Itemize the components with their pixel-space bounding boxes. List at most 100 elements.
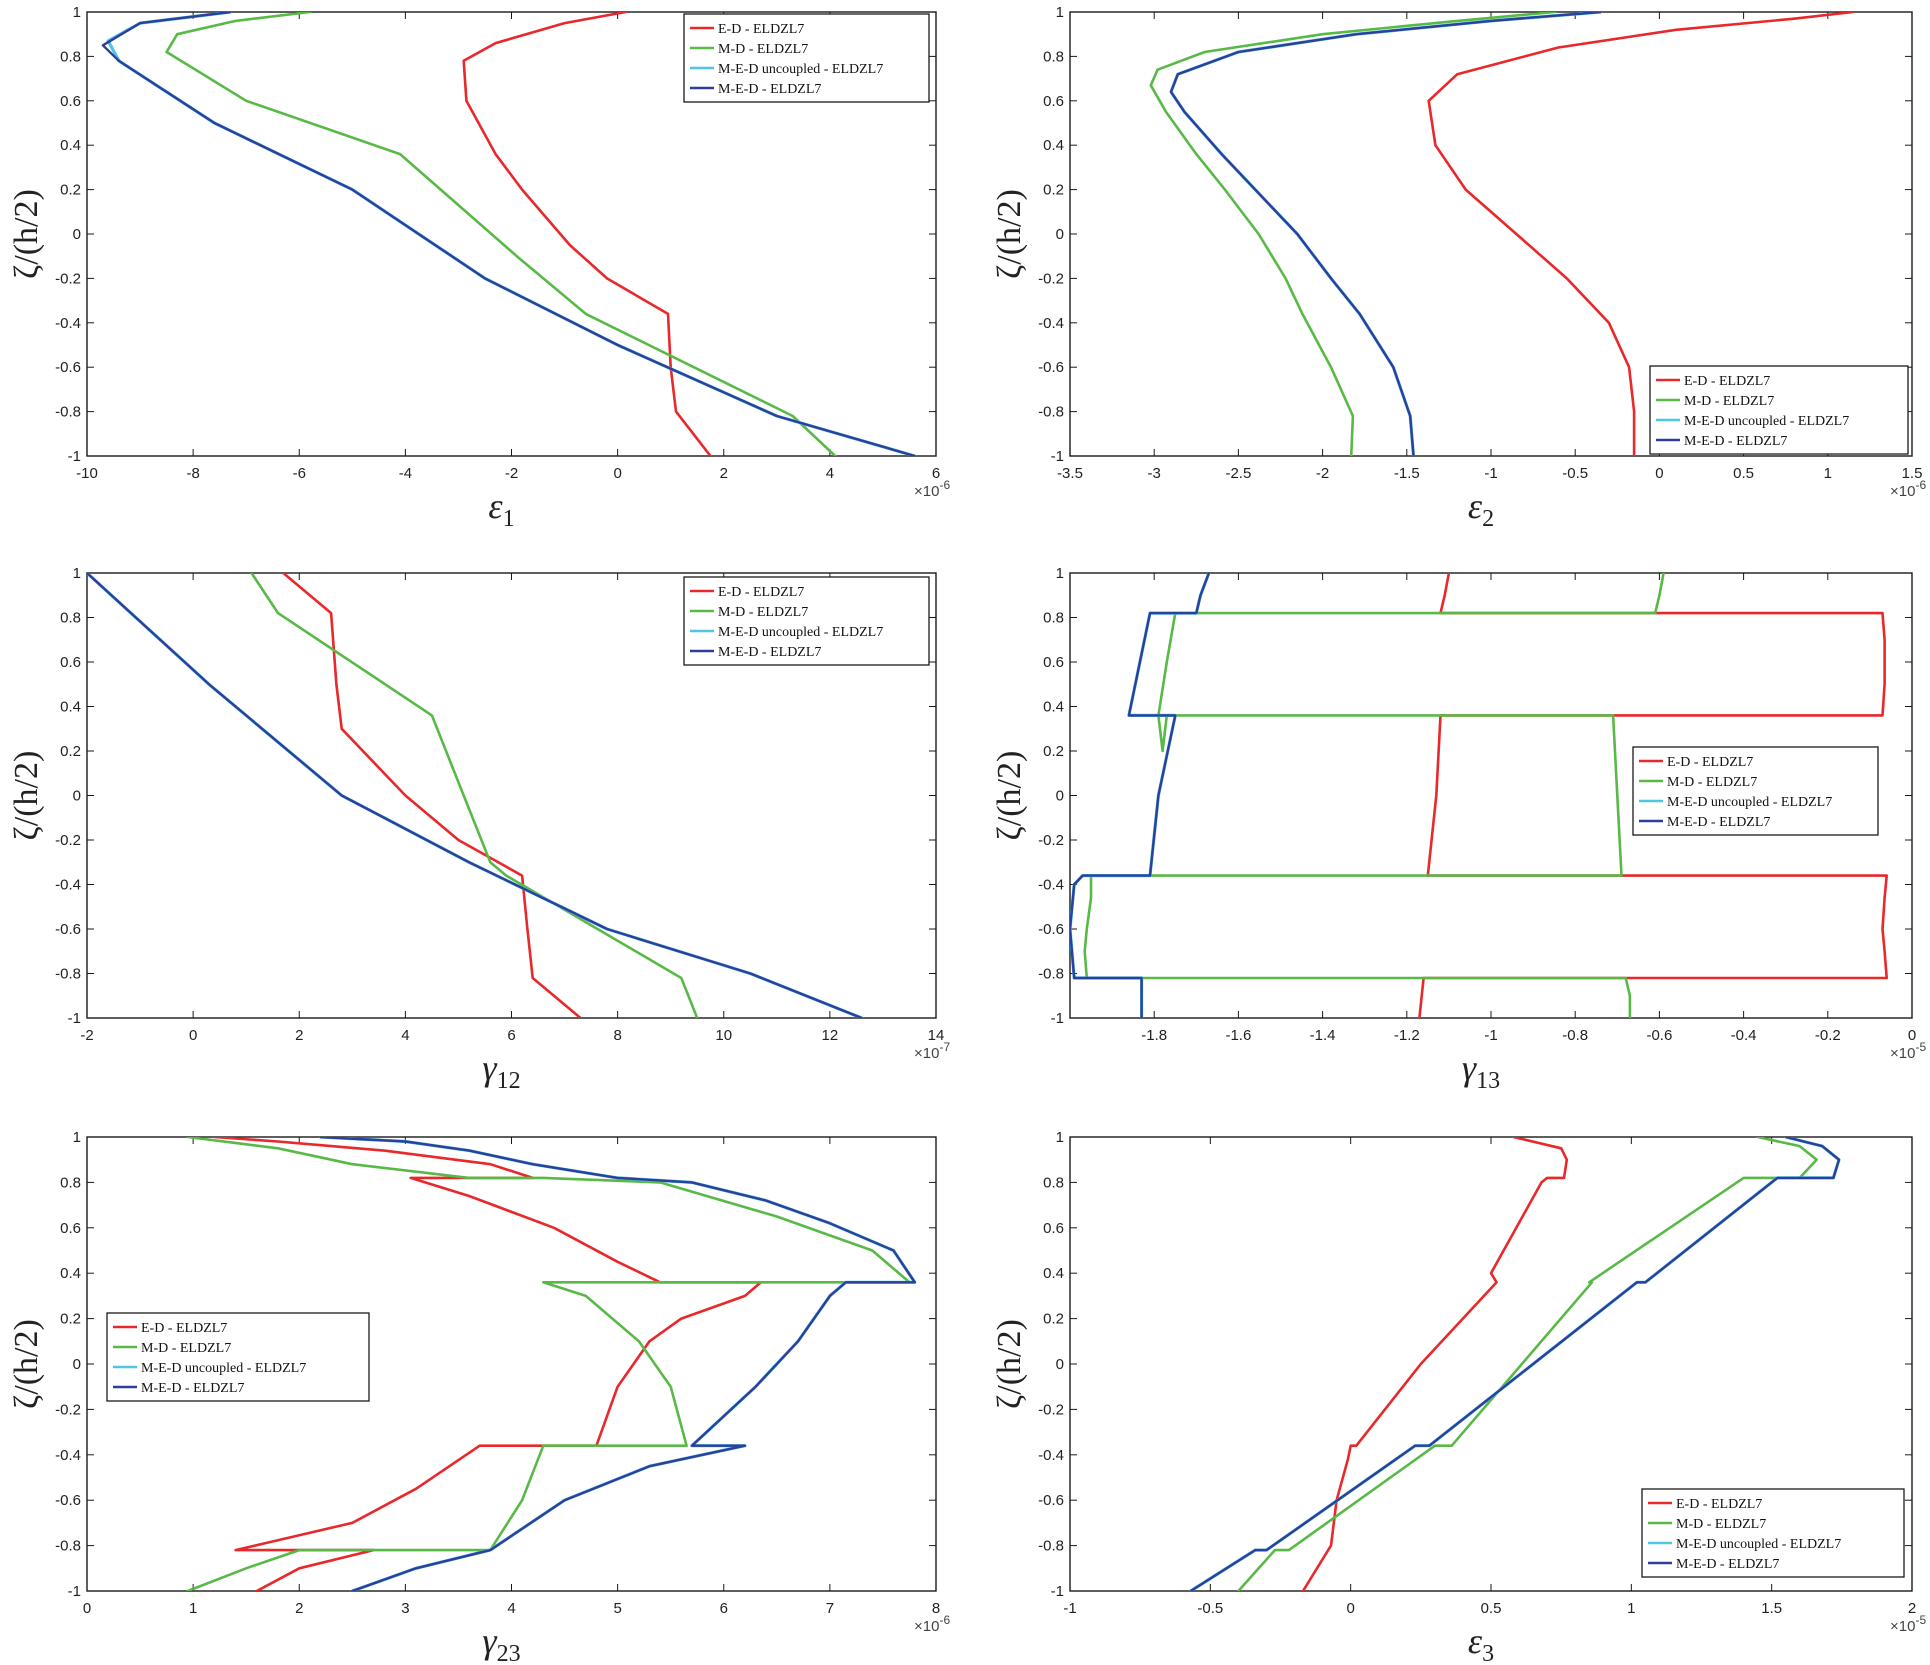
y-tick-label: -0.2 xyxy=(55,832,81,849)
legend-box xyxy=(683,576,930,666)
y-tick-label: -0.2 xyxy=(55,1401,81,1418)
y-tick-label: -0.4 xyxy=(1038,1447,1064,1464)
y-tick-label: 1 xyxy=(73,1129,81,1146)
x-tick-label: 10 xyxy=(715,1027,732,1044)
x-tick-label: 14 xyxy=(928,1027,945,1044)
x-tick-label: -8 xyxy=(186,465,199,482)
x-tick-label: -0.8 xyxy=(1562,1027,1588,1044)
x-tick-label: -1 xyxy=(1063,1600,1076,1617)
x-tick-label: -10 xyxy=(76,465,98,482)
series-line-m-d xyxy=(1149,12,1557,456)
legend: E-D - ELDZL7 M-D - ELDZL7 M-E-D uncoupled … xyxy=(1641,1488,1905,1578)
y-tick-label: -1 xyxy=(68,1010,81,1027)
x-tick-label: 1.5 xyxy=(1902,465,1923,482)
y-tick-label: 0.2 xyxy=(1043,182,1064,199)
y-tick-label: -0.4 xyxy=(1038,315,1064,332)
legend-label: M-E-D - ELDZL7 xyxy=(1676,1557,1779,1572)
legend-label: E-D - ELDZL7 xyxy=(1684,374,1770,389)
x-tick-label: 6 xyxy=(932,465,940,482)
x-axis-label: ε1 xyxy=(488,486,514,532)
y-tick-label: 1 xyxy=(73,4,81,21)
y-tick-label: -0.8 xyxy=(1038,404,1064,421)
x-axis-multiplier: ×10-6 xyxy=(1890,478,1926,500)
legend-box xyxy=(106,1312,370,1402)
x-axis-label-subscript: 1 xyxy=(503,506,515,532)
x-tick-label: -0.5 xyxy=(1562,465,1588,482)
x-tick-label: -3 xyxy=(1148,465,1161,482)
series-group xyxy=(87,573,864,1018)
y-tick-label: 0.4 xyxy=(60,1265,81,1282)
x-axis-label-main: ε xyxy=(488,486,503,526)
y-tick-label: 0.4 xyxy=(1043,137,1064,154)
x-axis-multiplier: ×10-5 xyxy=(1890,1040,1926,1062)
y-tick-label: -0.6 xyxy=(1038,921,1064,938)
chart-gam23: 0 1 2 3 4 5 6 7 8-1-0.8-0.6-0.4-0.200.20.40.60.8… xyxy=(8,1129,950,1665)
y-tick-label: 0.8 xyxy=(60,1174,81,1191)
legend-label: M-D - ELDZL7 xyxy=(1684,394,1774,409)
multiplier-exponent: -5 xyxy=(1915,1613,1926,1627)
x-tick-label: 5 xyxy=(613,1600,621,1617)
x-tick-label: -6 xyxy=(293,465,306,482)
legend-label: M-D - ELDZL7 xyxy=(718,605,808,620)
x-axis-label: γ13 xyxy=(1462,1048,1500,1094)
legend-label: M-E-D uncoupled - ELDZL7 xyxy=(718,62,883,77)
y-tick-label: -0.2 xyxy=(1038,832,1064,849)
y-tick-label: 0 xyxy=(73,788,81,805)
chart-eps3: -1 -0.5 0 0.5 1 1.5 2 -1 -0.8 -0.6 -0.4 -0.2 0 0.2 0.4… xyxy=(991,1129,1926,1665)
y-tick-label: 0.4 xyxy=(60,699,81,716)
y-tick-label: -0.6 xyxy=(1038,1492,1064,1509)
x-axis-label-main: ε xyxy=(1468,486,1483,526)
x-tick-label: 1.5 xyxy=(1761,1600,1782,1617)
y-tick-label: 0.8 xyxy=(60,610,81,627)
legend-label: M-E-D - ELDZL7 xyxy=(1667,815,1770,830)
y-tick-label: 1 xyxy=(73,565,81,582)
legend-label: M-E-D - ELDZL7 xyxy=(1684,434,1787,449)
y-tick-label: -0.6 xyxy=(55,921,81,938)
y-tick-label: -0.4 xyxy=(1038,877,1064,894)
series-line-e-d xyxy=(213,1137,763,1591)
y-tick-label: 0.8 xyxy=(1043,48,1064,65)
series-line-e-d xyxy=(1418,573,1888,1018)
y-tick-label: 0.2 xyxy=(60,182,81,199)
series-group xyxy=(186,1137,917,1591)
series-line-e-d xyxy=(1301,1137,1569,1591)
y-tick-label: 0.4 xyxy=(1043,1265,1064,1282)
legend-label: E-D - ELDZL7 xyxy=(141,1321,227,1336)
y-tick-label: 0.6 xyxy=(1043,1220,1064,1237)
x-tick-label: 2 xyxy=(295,1600,303,1617)
x-tick-label: -2 xyxy=(1316,465,1329,482)
legend-label: M-E-D uncoupled - ELDZL7 xyxy=(1684,414,1849,429)
legend-label: M-E-D - ELDZL7 xyxy=(718,82,821,97)
multiplier-base: ×10 xyxy=(914,1045,939,1062)
y-tick-label: 0 xyxy=(73,226,81,243)
x-tick-label: 2 xyxy=(295,1027,303,1044)
series-line-m-e-d xyxy=(1070,573,1211,1018)
x-tick-label: 1 xyxy=(189,1600,197,1617)
x-tick-label: 0 xyxy=(1655,465,1663,482)
x-tick-label: 2 xyxy=(720,465,728,482)
y-axis-label: ζ/(h/2) xyxy=(991,189,1028,279)
x-tick-label: 3 xyxy=(401,1600,409,1617)
y-tick-label: 0 xyxy=(73,1356,81,1373)
y-axis-label: ζ/(h/2) xyxy=(991,1319,1028,1409)
x-axis-multiplier: ×10-5 xyxy=(1890,1613,1926,1635)
multiplier-base: ×10 xyxy=(914,1618,939,1635)
x-tick-label: -4 xyxy=(399,465,412,482)
x-tick-label: -0.5 xyxy=(1197,1600,1223,1617)
legend-label: E-D - ELDZL7 xyxy=(718,585,804,600)
x-tick-label: -1.4 xyxy=(1310,1027,1336,1044)
y-tick-label: -0.8 xyxy=(55,1538,81,1555)
x-axis-label-main: γ xyxy=(482,1048,497,1088)
legend-label: E-D - ELDZL7 xyxy=(1667,755,1753,770)
y-tick-label: 0 xyxy=(1056,226,1064,243)
legend-label: M-E-D - ELDZL7 xyxy=(141,1381,244,1396)
chart-eps1: -10 -8 -6 -4 -2 0 2 4 6 -1 -0.8 -0.6 -0.4 -0.2 0 0.2 0.4… xyxy=(8,4,950,532)
series-line-e-d xyxy=(1427,12,1855,456)
legend-label: M-E-D uncoupled - ELDZL7 xyxy=(1676,1537,1841,1552)
y-tick-label: 0.2 xyxy=(60,1311,81,1328)
x-tick-label: -0.6 xyxy=(1646,1027,1672,1044)
x-axis-multiplier: ×10-6 xyxy=(914,1613,950,1635)
y-tick-label: 0 xyxy=(1056,788,1064,805)
series-group xyxy=(101,12,917,456)
